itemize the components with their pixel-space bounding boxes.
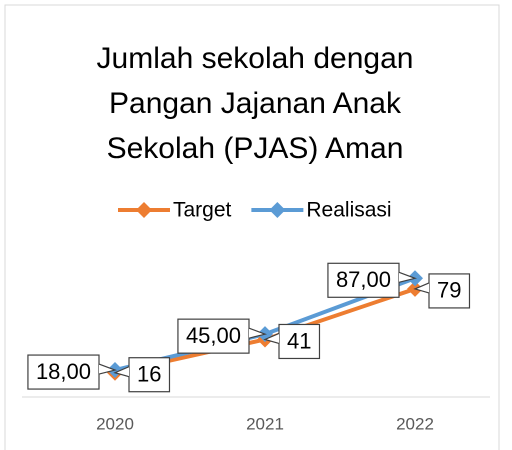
data-label: 87,00 <box>327 262 418 298</box>
legend-label: Target <box>173 199 232 222</box>
data-label: 18,00 <box>27 354 118 390</box>
data-label-box <box>27 354 100 390</box>
x-tick-label: 2022 <box>396 414 434 433</box>
data-label: 45,00 <box>177 318 268 354</box>
x-tick-label: 2021 <box>246 414 284 433</box>
x-tick-label: 2020 <box>96 414 134 433</box>
data-label-box <box>128 357 171 393</box>
data-label-box <box>428 273 471 309</box>
data-label-pointer <box>413 282 430 294</box>
chart-title: Pangan Jajanan Anak <box>109 87 402 120</box>
data-label-text: 79 <box>437 278 461 303</box>
legend-label: Realisasi <box>306 199 391 222</box>
data-label-pointer <box>398 271 418 283</box>
data-label-pointer <box>98 363 118 375</box>
data-label-text: 41 <box>287 328 311 353</box>
data-label-text: 45,00 <box>186 323 241 348</box>
chart-title: Jumlah sekolah dengan <box>97 42 414 75</box>
legend-marker <box>136 202 152 218</box>
data-label-text: 87,00 <box>336 267 391 292</box>
data-label-pointer <box>263 332 280 345</box>
data-label-text: 18,00 <box>36 359 91 384</box>
data-label: 16 <box>113 357 171 393</box>
data-label-pointer <box>248 327 268 339</box>
data-label-pointer <box>113 366 130 378</box>
chart-title: Sekolah (PJAS) Aman <box>107 132 404 165</box>
data-label: 41 <box>263 323 321 360</box>
data-label: 79 <box>413 273 471 309</box>
legend-marker <box>269 202 286 218</box>
data-label-text: 16 <box>137 362 161 387</box>
